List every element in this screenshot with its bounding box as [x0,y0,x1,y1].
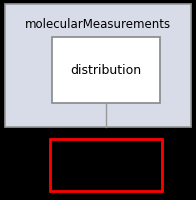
Bar [52,38,160,103]
Text: molecularMeasurements: molecularMeasurements [25,18,171,31]
Text: distribution: distribution [70,64,142,77]
Bar [5,5,191,127]
Bar [50,139,162,191]
